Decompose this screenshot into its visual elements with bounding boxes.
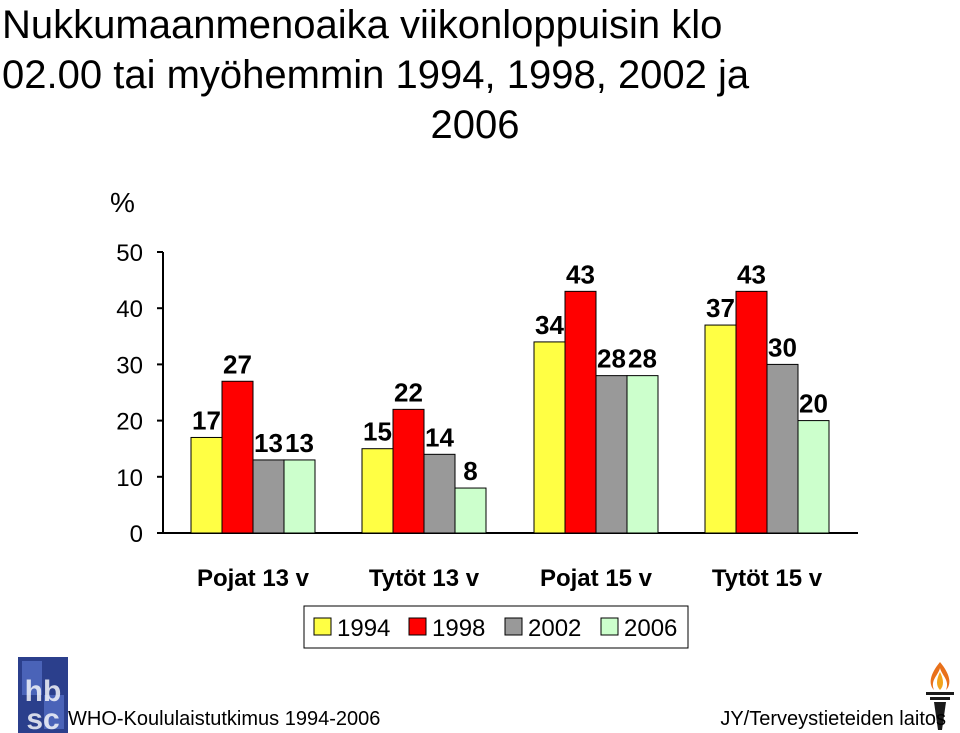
- hbsc-logo: hb sc: [18, 657, 68, 733]
- legend-swatch-2002: [504, 617, 523, 636]
- category-labels: Pojat 13 v Tytöt 13 v Pojat 15 v Tytöt 15 v: [197, 565, 823, 592]
- footer-institution: JY/Terveystieteiden laitos: [720, 708, 946, 730]
- legend-box: [303, 605, 689, 649]
- data-label: 27: [223, 349, 252, 379]
- data-label: 14: [425, 422, 454, 452]
- bar-2006-3: [797, 420, 830, 534]
- legend-label: 2006: [624, 615, 677, 642]
- bar-1998-1: [392, 408, 425, 534]
- y-tick-label: 30: [116, 352, 143, 379]
- category-label: Pojat 13 v: [197, 565, 310, 592]
- bar-2002-2: [595, 375, 628, 534]
- bar-1994-3: [704, 324, 737, 534]
- data-label: 28: [628, 344, 657, 374]
- y-tick-label: 40: [116, 296, 143, 323]
- category-label: Pojat 15 v: [540, 565, 653, 592]
- legend-label: 2002: [528, 615, 581, 642]
- y-tick-label: 10: [116, 465, 143, 492]
- title-line-2: 02.00 tai myöhemmin 1994, 1998, 2002 ja: [2, 53, 750, 97]
- title-line-3: 2006: [430, 103, 520, 147]
- legend-swatch-1998: [408, 617, 427, 636]
- data-label: 8: [463, 456, 477, 486]
- bar-1994-1: [361, 448, 394, 534]
- svg-text:hb: hb: [25, 675, 62, 708]
- legend-swatch-1994: [313, 617, 332, 636]
- bar-2006-0: [283, 459, 316, 534]
- bar-1998-2: [564, 290, 597, 534]
- data-label: 13: [285, 428, 314, 458]
- category-label: Tytöt 15 v: [712, 565, 823, 592]
- data-label: 37: [706, 293, 735, 323]
- data-label: 17: [192, 405, 221, 435]
- category-label: Tytöt 13 v: [369, 565, 480, 592]
- data-label: 43: [566, 259, 595, 289]
- bar-2002-1: [423, 453, 456, 534]
- bars: [190, 290, 830, 534]
- bar-2002-0: [252, 459, 285, 534]
- y-axis-label: %: [110, 187, 135, 218]
- footer-source: WHO-Koululaistutkimus 1994-2006: [68, 708, 381, 730]
- data-label: 13: [254, 428, 283, 458]
- bar-1994-2: [533, 341, 566, 534]
- y-tick-label: 50: [116, 240, 143, 267]
- data-label: 28: [597, 344, 626, 374]
- data-label: 20: [799, 389, 828, 419]
- chart-title: Nukkumaanmenoaika viikonloppuisin klo 02…: [0, 0, 960, 150]
- y-tick-label: 20: [116, 409, 143, 436]
- data-label: 30: [768, 332, 797, 362]
- data-label: 15: [363, 417, 392, 447]
- bar-2006-2: [626, 375, 659, 534]
- y-tick-label: 0: [130, 521, 143, 548]
- legend-label: 1998: [432, 615, 485, 642]
- data-label: 43: [737, 259, 766, 289]
- torch-logo: [926, 662, 954, 730]
- data-label: 22: [394, 377, 423, 407]
- svg-text:sc: sc: [26, 703, 59, 733]
- data-label: 34: [535, 310, 564, 340]
- bar-1998-0: [221, 380, 254, 534]
- bar-2006-1: [454, 487, 487, 534]
- bar-1998-3: [735, 290, 768, 534]
- title-line-1: Nukkumaanmenoaika viikonloppuisin klo: [2, 3, 723, 47]
- legend: 1994 1998 2002 2006: [303, 605, 689, 649]
- legend-swatch-2006: [600, 617, 619, 636]
- legend-label: 1994: [337, 615, 390, 642]
- bar-2002-3: [766, 363, 799, 534]
- bar-1994-0: [190, 436, 223, 534]
